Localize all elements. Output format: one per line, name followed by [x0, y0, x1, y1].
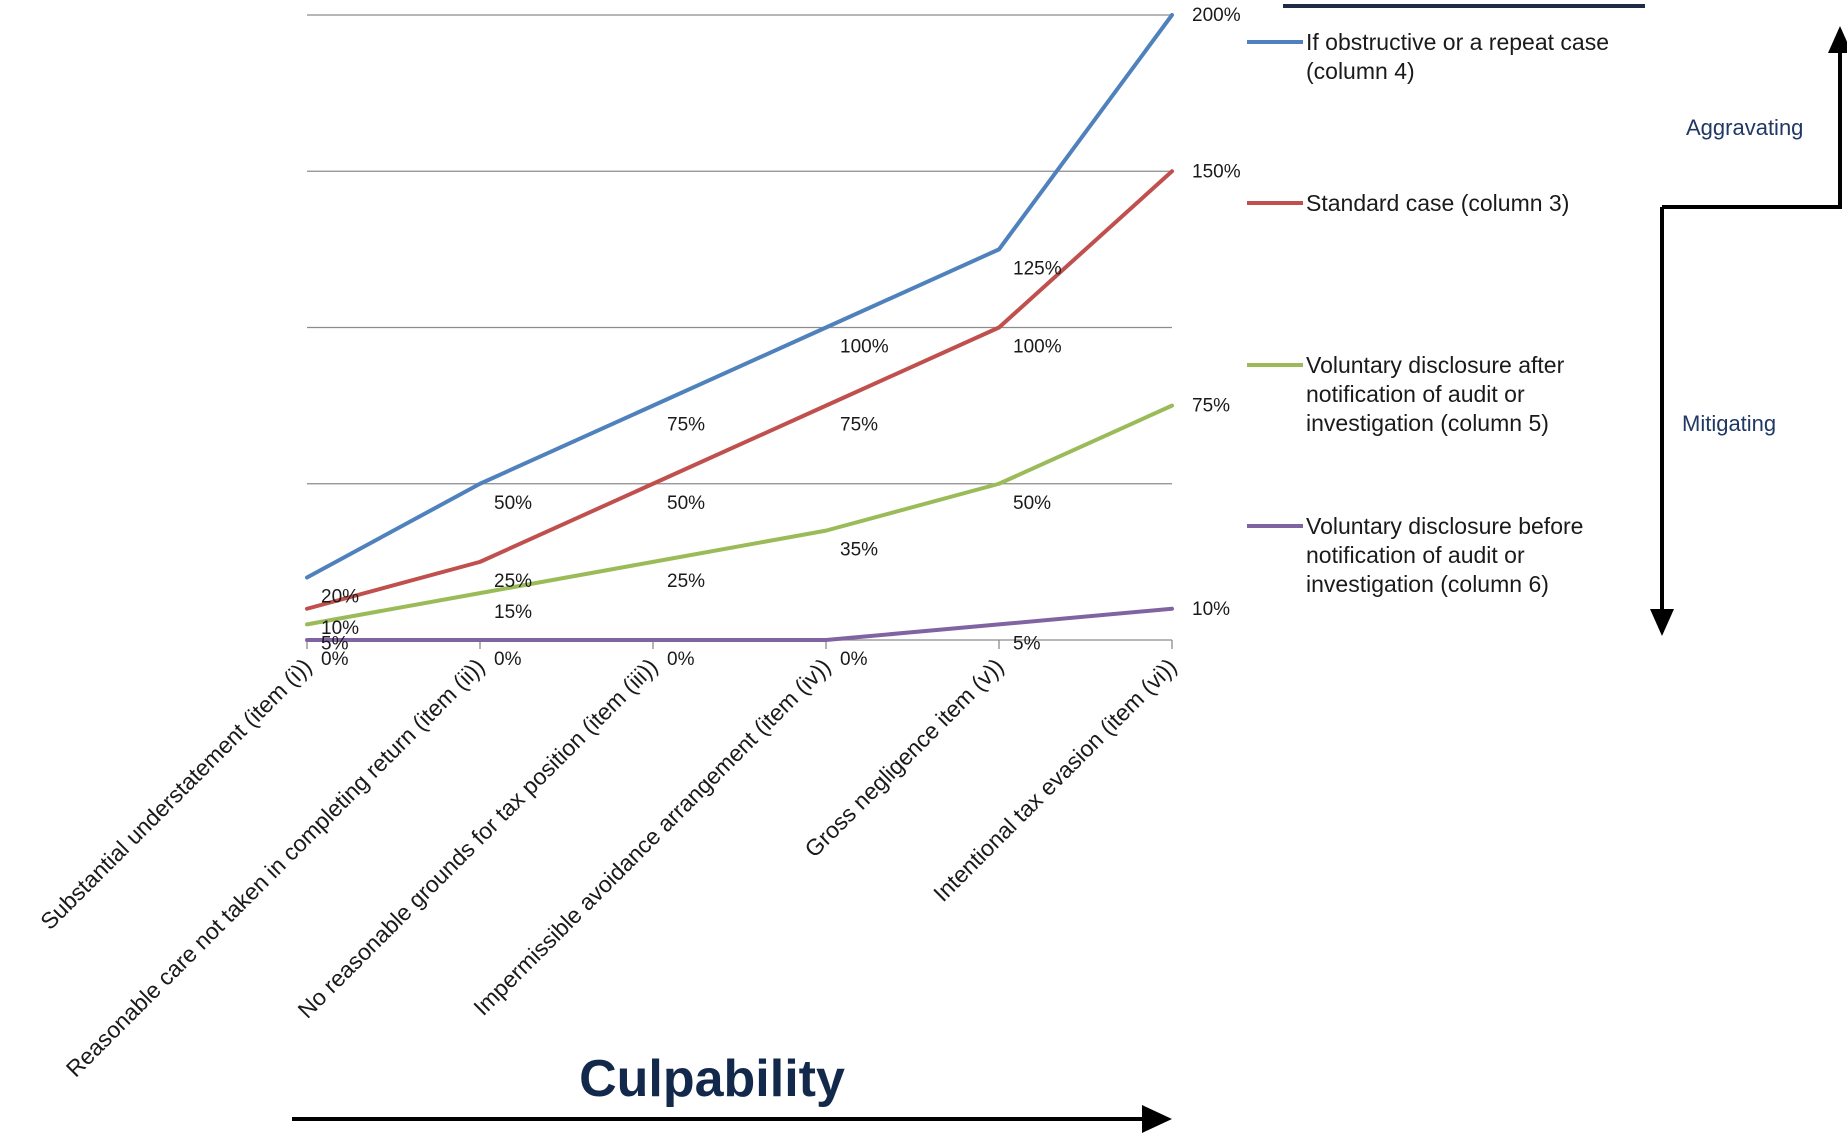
- data-label-s1-3: 75%: [667, 415, 705, 436]
- data-label-s4-3: 0%: [667, 649, 695, 670]
- data-label-s4-5: 5%: [1013, 633, 1041, 654]
- data-label-s4-2: 0%: [494, 649, 522, 670]
- data-label-s3-2: 15%: [494, 602, 532, 623]
- culpability-arrowhead: [1142, 1105, 1172, 1133]
- legend-text-3-3: investigation (column 5): [1306, 410, 1549, 436]
- legend-text-4-2: notification of audit or: [1306, 542, 1525, 568]
- aggravating-arrowhead: [1828, 26, 1847, 53]
- legend-text-4-1: Voluntary disclosure before: [1306, 513, 1583, 539]
- data-label-s3-4: 35%: [840, 540, 878, 561]
- legend: If obstructive or a repeat case (column 4…: [1247, 29, 1609, 597]
- x-tick-labels: Substantial understatement (item (i))Rea…: [35, 653, 1181, 1082]
- data-label-s2-6: 150%: [1192, 161, 1241, 182]
- grid-lines: [307, 14, 1172, 485]
- data-label-s4-4: 0%: [840, 649, 868, 670]
- data-label-s1-5: 125%: [1013, 258, 1062, 279]
- culpability-label: Culpability: [579, 1050, 845, 1108]
- data-label-s3-6: 75%: [1192, 396, 1230, 417]
- x-tick-label-3: No reasonable grounds for tax position (…: [293, 653, 663, 1023]
- series-lines: [305, 13, 1174, 642]
- series-line-2: [305, 169, 1174, 611]
- data-label-s4-1: 0%: [321, 649, 349, 670]
- mitigating-arrowhead: [1650, 609, 1674, 636]
- legend-text-1-2: (column 4): [1306, 58, 1415, 84]
- aggravating-step-line: [1662, 30, 1842, 209]
- series-line-4: [305, 606, 1174, 642]
- series-line-3: [305, 403, 1174, 627]
- series-line-1: [305, 13, 1174, 580]
- data-label-s1-4: 100%: [840, 337, 889, 358]
- data-label-s2-4: 75%: [840, 415, 878, 436]
- data-label-s1-1: 20%: [321, 587, 359, 608]
- x-tick-label-5: Gross negligence item (v)): [799, 653, 1008, 862]
- data-label-s2-1: 10%: [321, 618, 359, 639]
- data-label-s4-6: 10%: [1192, 599, 1230, 620]
- culpability-indicator: Culpability: [292, 1050, 1172, 1133]
- x-tick-label-4: Impermissible avoidance arrangement (ite…: [468, 653, 835, 1020]
- data-label-s1-6: 200%: [1192, 5, 1241, 26]
- legend-text-1-1: If obstructive or a repeat case: [1306, 29, 1609, 55]
- data-label-s3-1: 5%: [321, 633, 349, 654]
- legend-text-2-1: Standard case (column 3): [1306, 190, 1569, 216]
- legend-text-4-3: investigation (column 6): [1306, 571, 1549, 597]
- aggravating-label: Aggravating: [1686, 115, 1803, 140]
- data-label-s2-3: 50%: [667, 493, 705, 514]
- data-label-s3-5: 50%: [1013, 493, 1051, 514]
- data-labels: 20% 50% 75% 100% 125% 200% 10% 25% 50% 75% 100% 150…: [321, 5, 1241, 670]
- data-label-s2-5: 100%: [1013, 337, 1062, 358]
- data-label-s2-2: 25%: [494, 571, 532, 592]
- legend-text-3-1: Voluntary disclosure after: [1306, 352, 1565, 378]
- legend-text-3-2: notification of audit or: [1306, 381, 1525, 407]
- x-tick-label-1: Substantial understatement (item (i)): [35, 653, 316, 934]
- aggravating-mitigating-indicator: Aggravating Mitigating: [1650, 26, 1847, 636]
- mitigating-label: Mitigating: [1682, 411, 1776, 436]
- data-label-s3-3: 25%: [667, 571, 705, 592]
- x-tick-label-2: Reasonable care not taken in completing …: [61, 653, 490, 1082]
- data-label-s1-2: 50%: [494, 493, 532, 514]
